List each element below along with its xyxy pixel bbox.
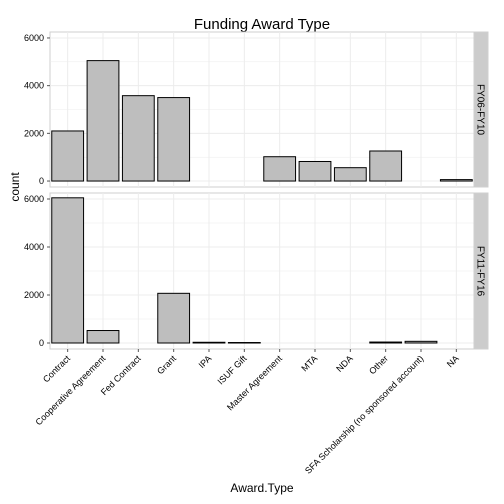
bar-contract (51, 197, 85, 344)
bar-cooperative-agreement (86, 60, 120, 182)
y-axis-title: count (8, 172, 22, 202)
bar-grant (157, 292, 191, 344)
x-tick-label: SFA Scholarship (no sponsored account) (303, 353, 425, 475)
bar-grant (157, 97, 191, 182)
bar-nda (333, 167, 367, 182)
chart-title: Funding Award Type (194, 16, 330, 33)
x-tick-label: NA (445, 353, 461, 369)
bar-fed-contract (121, 95, 155, 182)
y-tick-label: 4000 (24, 81, 44, 91)
bar-cooperative-agreement (86, 330, 120, 344)
y-tick-label: 2000 (24, 290, 44, 300)
facet-strip (473, 192, 489, 350)
x-tick-label: NDA (334, 353, 355, 374)
x-tick-label: MTA (299, 353, 319, 373)
bar-na (439, 179, 473, 182)
facet-strip (473, 31, 489, 188)
y-tick-label: 0 (39, 338, 44, 348)
x-tick-label: Contract (41, 353, 72, 384)
x-tick-label: Other (367, 353, 390, 376)
bar-master-agreement (263, 156, 297, 182)
y-tick-label: 0 (39, 176, 44, 186)
bar-mta (298, 160, 332, 182)
y-tick-label: 6000 (24, 194, 44, 204)
y-tick-label: 6000 (24, 33, 44, 43)
x-tick-label: Cooperative Agreement (33, 353, 107, 427)
bar-sfa-scholarship-no-sponsored-account- (404, 340, 438, 344)
facet-strip-label: FY11-FY16 (475, 246, 486, 297)
x-tick-label: ISUF Gift (216, 353, 250, 387)
bar-isuf-gift (227, 342, 261, 344)
facet-panel-2: 0 2000 4000 6000 FY11-FY16 (24, 192, 489, 350)
bar-ipa (192, 341, 226, 344)
y-tick-label: 4000 (24, 242, 44, 252)
bar-other (369, 341, 403, 344)
facet-panels: 0 2000 4000 6000 FY06-FY10 0 2000 4000 6000 FY11-… (24, 31, 489, 350)
bar-contract (51, 130, 85, 182)
x-tick-label: IPA (197, 353, 214, 370)
x-axis-title: Award.Type (230, 481, 293, 495)
x-tick-label: Grant (155, 353, 178, 376)
y-tick-label: 2000 (24, 128, 44, 138)
facet-panel-1: 0 2000 4000 6000 FY06-FY10 (24, 31, 489, 188)
bar-other (369, 150, 403, 182)
facet-strip-label: FY06-FY10 (475, 84, 486, 136)
